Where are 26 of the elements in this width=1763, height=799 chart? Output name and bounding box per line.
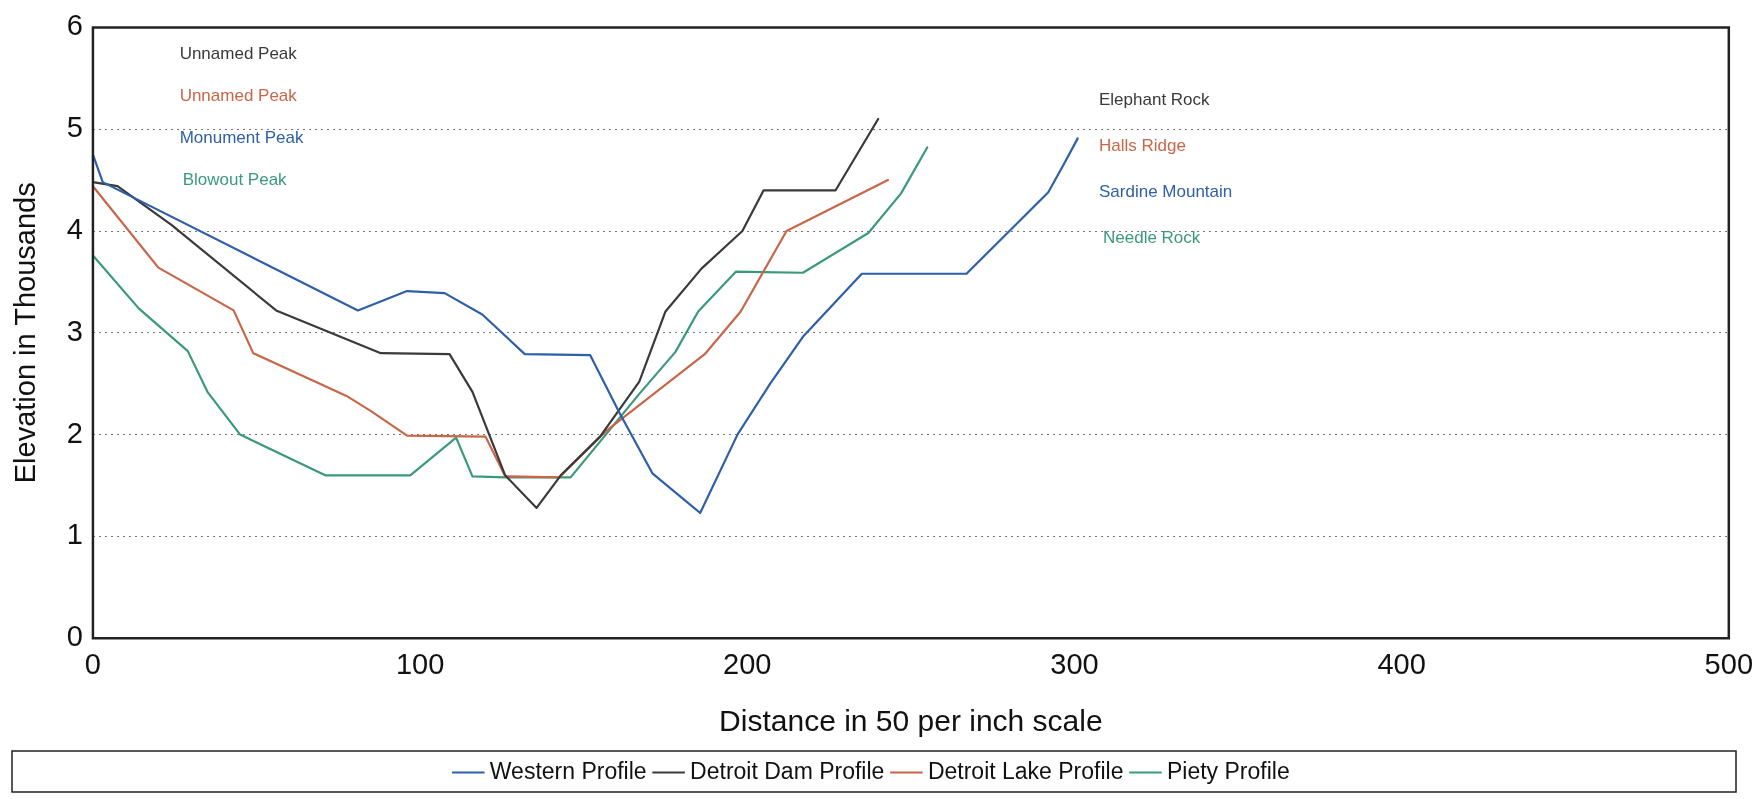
legend-label: Detroit Lake Profile [927, 757, 1124, 784]
y-tick-label: 4 [66, 213, 83, 245]
legend-label: Western Profile [489, 757, 647, 784]
y-axis-title: Elevation in Thousands [9, 182, 42, 484]
y-tick-label: 6 [66, 9, 83, 42]
x-axis-title: Distance in 50 per inch scale [719, 704, 1103, 738]
annotation: Blowout Peak [182, 170, 288, 190]
y-tick-label: 2 [66, 416, 83, 449]
y-tick-label: 1 [66, 518, 83, 551]
annotation: Sardine Mountain [1098, 182, 1233, 202]
x-tick-label: 200 [723, 647, 772, 680]
x-tick-label: 300 [1050, 647, 1099, 680]
x-tick-label: 500 [1704, 647, 1753, 680]
y-tick-label: 0 [66, 620, 83, 653]
annotation: Elephant Rock [1098, 90, 1211, 110]
annotation: Monument Peak [179, 128, 304, 148]
y-tick-label: 5 [66, 111, 83, 144]
legend-label: Detroit Dam Profile [690, 757, 885, 784]
annotation: Unnamed Peak [179, 44, 298, 64]
x-tick-label: 100 [395, 647, 445, 680]
y-tick-label: 3 [66, 314, 83, 347]
annotation: Unnamed Peak [179, 86, 298, 106]
x-tick-label: 400 [1377, 647, 1426, 680]
legend-label: Piety Profile [1166, 757, 1290, 784]
annotation: Needle Rock [1102, 228, 1201, 248]
annotation: Halls Ridge [1098, 136, 1186, 156]
